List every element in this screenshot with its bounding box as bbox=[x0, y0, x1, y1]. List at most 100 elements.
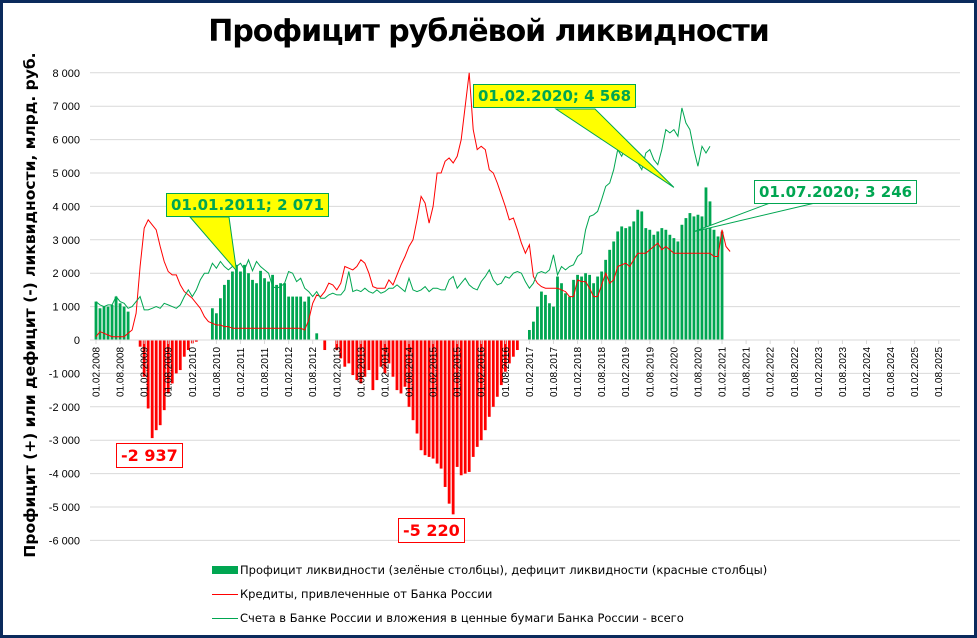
bar bbox=[455, 340, 459, 467]
bar bbox=[511, 340, 515, 357]
bar bbox=[387, 340, 391, 364]
bar bbox=[644, 228, 648, 340]
bar bbox=[403, 340, 407, 387]
x-tick-label: 01.08.2020 bbox=[693, 347, 704, 397]
bar bbox=[415, 340, 419, 434]
callout-2020-jul-pointer bbox=[693, 202, 816, 233]
x-tick-label: 01.08.2022 bbox=[790, 347, 801, 397]
bar bbox=[443, 340, 447, 487]
bar bbox=[491, 340, 495, 407]
y-tick-label: -5 000 bbox=[49, 502, 80, 514]
bar bbox=[279, 283, 282, 340]
x-tick-label: 01.02.2010 bbox=[188, 347, 199, 397]
bar bbox=[126, 311, 130, 340]
bar bbox=[656, 231, 660, 340]
bar bbox=[564, 293, 567, 340]
bar bbox=[219, 298, 222, 340]
x-tick-label: 01.02.2018 bbox=[573, 347, 584, 397]
bar bbox=[439, 340, 443, 469]
legend-label: Кредиты, привлеченные от Банка России bbox=[240, 587, 493, 601]
bar bbox=[532, 321, 535, 340]
bar bbox=[142, 340, 146, 377]
line-series bbox=[95, 72, 731, 338]
bar bbox=[391, 340, 395, 377]
x-tick-label: 01.02.2017 bbox=[525, 347, 536, 397]
callout-2011: 01.01.2011; 2 071 bbox=[166, 193, 330, 217]
x-tick-label: 01.08.2019 bbox=[645, 347, 656, 397]
bar bbox=[114, 296, 118, 340]
bar bbox=[303, 301, 307, 340]
bar bbox=[186, 340, 190, 351]
bar bbox=[227, 279, 230, 340]
x-tick-label: 01.08.2015 bbox=[453, 347, 464, 397]
bar bbox=[463, 340, 467, 474]
y-tick-label: 8 000 bbox=[52, 68, 80, 80]
bar bbox=[383, 340, 387, 374]
x-tick-label: 01.02.2021 bbox=[718, 347, 729, 397]
bar bbox=[371, 340, 375, 391]
gridlines bbox=[90, 72, 960, 541]
bar bbox=[138, 340, 142, 347]
bar bbox=[640, 211, 644, 340]
bar bbox=[596, 276, 600, 340]
bar bbox=[628, 226, 632, 340]
x-tick-label: 01.08.2010 bbox=[212, 347, 223, 397]
bar bbox=[515, 340, 519, 351]
bar bbox=[620, 226, 624, 340]
bar bbox=[299, 296, 303, 340]
bar bbox=[102, 306, 106, 340]
bar bbox=[680, 224, 684, 340]
bar bbox=[271, 274, 274, 340]
legend-item-liquidity-bars: Профицит ликвидности (зелёные столбцы), … bbox=[212, 558, 767, 582]
bar bbox=[162, 340, 166, 411]
bar bbox=[652, 234, 656, 340]
bar bbox=[166, 340, 170, 394]
bar bbox=[267, 281, 270, 340]
bar bbox=[419, 340, 423, 451]
bar bbox=[106, 306, 110, 340]
bar bbox=[467, 340, 471, 472]
x-axis-ticks: 01.02.2008 01.08.2008 01.02.2009 01.08.2009… bbox=[92, 340, 945, 397]
x-tick-label: 01.08.2012 bbox=[308, 347, 319, 397]
x-tick-label: 01.02.2008 bbox=[92, 347, 103, 397]
chart-title: Профицит рублёвой ликвидности bbox=[208, 14, 770, 49]
bar bbox=[660, 228, 664, 340]
y-tick-label: -2 000 bbox=[49, 402, 80, 414]
bar bbox=[98, 308, 102, 340]
bar bbox=[315, 333, 319, 340]
bar bbox=[544, 294, 547, 340]
bar bbox=[704, 187, 708, 340]
x-tick-label: 01.08.2014 bbox=[405, 347, 416, 397]
x-tick-label: 01.02.2024 bbox=[862, 347, 873, 397]
bar bbox=[355, 340, 359, 381]
x-tick-label: 01.02.2023 bbox=[814, 347, 825, 397]
y-tick-label: 2 000 bbox=[52, 268, 80, 280]
label-min-2009: -2 937 bbox=[116, 443, 183, 468]
x-tick-label: 01.02.2012 bbox=[284, 347, 295, 397]
bar bbox=[528, 329, 531, 340]
bar bbox=[291, 296, 295, 340]
bar bbox=[624, 228, 628, 340]
bar bbox=[239, 271, 242, 340]
x-tick-label: 01.02.2016 bbox=[477, 347, 488, 397]
bar bbox=[182, 340, 186, 357]
bar bbox=[548, 303, 551, 340]
bar bbox=[379, 340, 383, 367]
bar bbox=[576, 274, 579, 340]
bar bbox=[283, 283, 287, 340]
bar bbox=[154, 340, 158, 431]
legend: Профицит ликвидности (зелёные столбцы), … bbox=[212, 558, 767, 630]
bar bbox=[499, 340, 503, 386]
bar bbox=[150, 340, 154, 439]
label-min-2015: -5 220 bbox=[398, 518, 465, 543]
x-tick-label: 01.02.2009 bbox=[140, 347, 151, 397]
bar bbox=[475, 340, 479, 447]
bar bbox=[712, 229, 716, 340]
bar bbox=[708, 201, 712, 340]
bar bbox=[351, 340, 355, 376]
cbr-accounts-line bbox=[95, 107, 711, 311]
bar bbox=[158, 340, 162, 426]
bar bbox=[170, 340, 174, 384]
bar bbox=[700, 216, 704, 340]
bar bbox=[608, 249, 612, 340]
